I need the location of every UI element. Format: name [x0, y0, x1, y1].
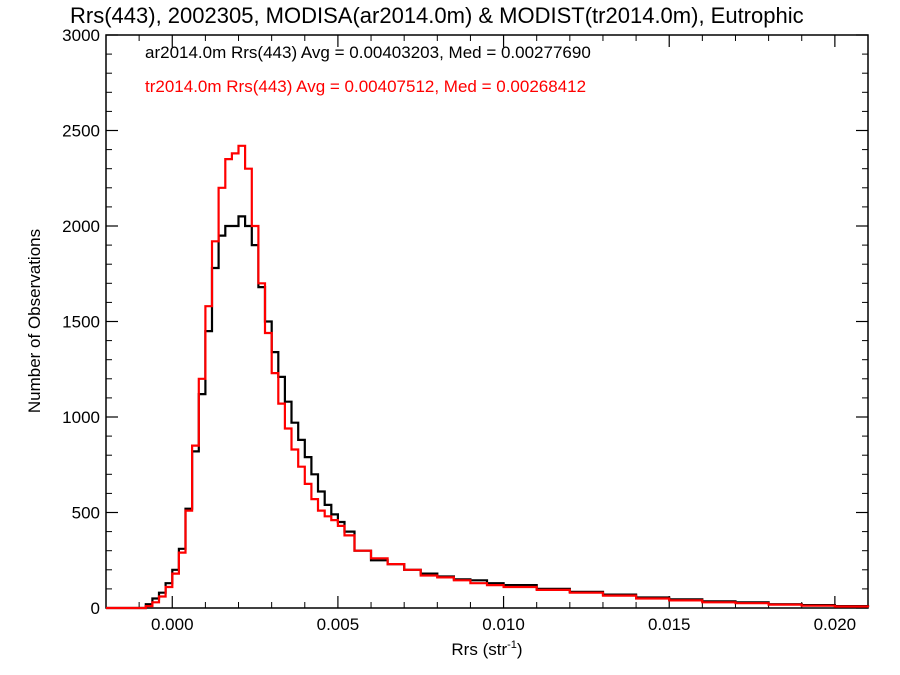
y-tick-label: 2500 [62, 122, 100, 141]
x-tick-label: 0.015 [648, 615, 691, 634]
x-axis-title-superscript: -1 [507, 639, 517, 651]
series-lines [106, 144, 870, 610]
y-tick-label: 0 [91, 599, 100, 618]
chart-title: Rrs(443), 2002305, MODISA(ar2014.0m) & M… [70, 3, 804, 28]
x-tick-label: 0.020 [814, 615, 857, 634]
y-axis-title: Number of Observations [25, 229, 44, 413]
x-axis-title: Rrs (str-1) [451, 639, 522, 659]
y-tick-label: 1000 [62, 408, 100, 427]
x-tick-label: 0.005 [317, 615, 360, 634]
annotation-tr2014: tr2014.0m Rrs(443) Avg = 0.00407512, Med… [145, 77, 586, 96]
y-tick-label: 2000 [62, 217, 100, 236]
x-tick-label: 0.010 [482, 615, 525, 634]
annotation-ar2014: ar2014.0m Rrs(443) Avg = 0.00403203, Med… [145, 43, 591, 62]
series-line-0 [106, 215, 870, 610]
y-tick-label: 1500 [62, 313, 100, 332]
plot-area [105, 34, 869, 609]
plot-border [105, 34, 869, 609]
x-tick-label: 0.000 [151, 615, 194, 634]
series-line-1 [106, 144, 870, 610]
y-tick-labels: 0 500 1000 1500 2000 2500 3000 [62, 26, 100, 618]
x-axis-title-main: Rrs (str [451, 640, 507, 659]
axis-ticks [105, 34, 869, 609]
y-tick-label: 500 [72, 504, 100, 523]
x-tick-labels: 0.000 0.005 0.010 0.015 0.020 [151, 615, 856, 634]
y-tick-label: 3000 [62, 26, 100, 45]
x-axis-title-end: ) [517, 640, 523, 659]
